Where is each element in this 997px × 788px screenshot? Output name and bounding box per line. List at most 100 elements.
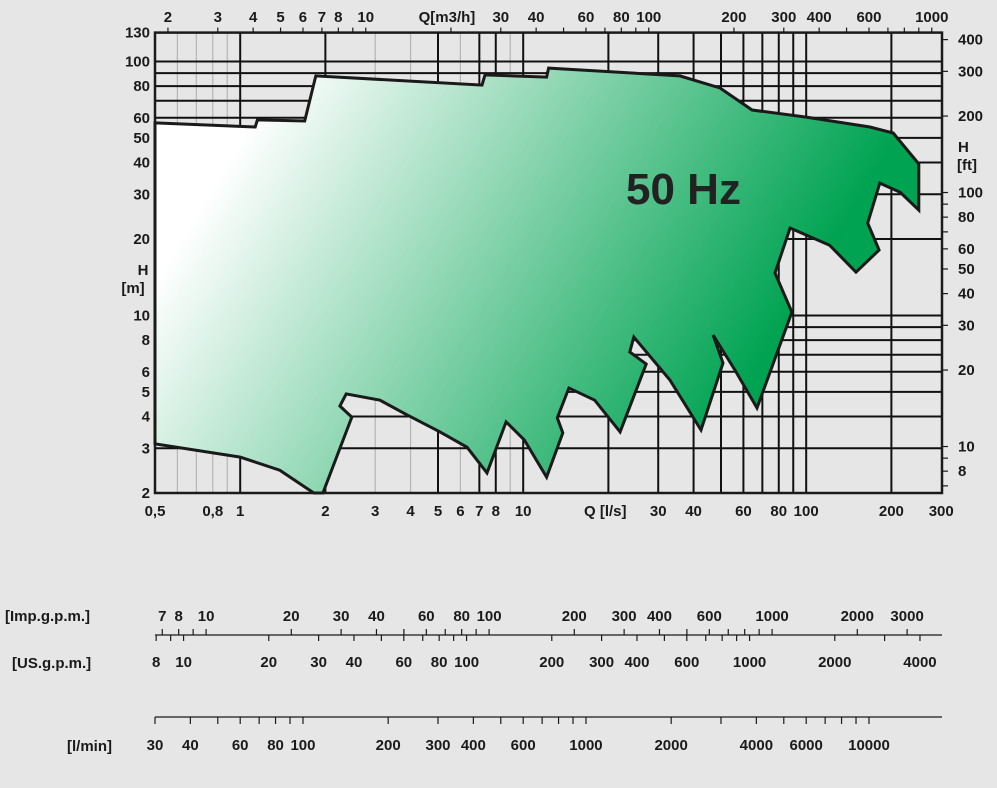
x-tick-label: 1 bbox=[236, 503, 244, 520]
y-right-tick-label: 50 bbox=[958, 261, 975, 278]
y-tick-label: 30 bbox=[133, 186, 150, 203]
y-right-tick-label: 8 bbox=[958, 463, 966, 480]
x-top-tick-label: 60 bbox=[578, 9, 595, 26]
x-top-tick-label: 400 bbox=[807, 9, 832, 26]
y-tick-label: 5 bbox=[142, 384, 150, 401]
us-gpm-label: 4000 bbox=[903, 654, 936, 671]
x-tick-label: 10 bbox=[515, 503, 532, 520]
x-top-tick-label: 300 bbox=[771, 9, 796, 26]
y-tick-label: 10 bbox=[133, 307, 150, 324]
lpm-label: 1000 bbox=[569, 737, 602, 754]
lpm-label: 60 bbox=[232, 737, 249, 754]
lpm-label: 200 bbox=[376, 737, 401, 754]
imp-gpm-label: 40 bbox=[368, 608, 385, 625]
y-tick-label: 8 bbox=[142, 332, 150, 349]
us-gpm-label: 200 bbox=[539, 654, 564, 671]
x-top-tick-label: 100 bbox=[636, 9, 661, 26]
lpm-label: 30 bbox=[147, 737, 164, 754]
lpm-title: [l/min] bbox=[67, 738, 112, 755]
imp-gpm-label: 1000 bbox=[755, 608, 788, 625]
y-tick-label: 40 bbox=[133, 155, 150, 172]
y-right-axis-title: H bbox=[958, 139, 969, 156]
y-right-tick-label: 400 bbox=[958, 32, 983, 49]
imp-gpm-label: 7 bbox=[158, 608, 166, 625]
us-gpm-label: 20 bbox=[260, 654, 277, 671]
y-tick-label: 6 bbox=[142, 364, 150, 381]
x-tick-label: 7 bbox=[475, 503, 483, 520]
x-top-tick-label: 40 bbox=[528, 9, 545, 26]
lpm-label: 600 bbox=[511, 737, 536, 754]
y-right-tick-label: 20 bbox=[958, 362, 975, 379]
x-tick-label: 200 bbox=[879, 503, 904, 520]
us-gpm-label: 400 bbox=[624, 654, 649, 671]
lpm-label: 40 bbox=[182, 737, 199, 754]
lpm-label: 10000 bbox=[848, 737, 890, 754]
us-gpm-label: 100 bbox=[454, 654, 479, 671]
y-right-tick-label: 60 bbox=[958, 241, 975, 258]
x-tick-label: 300 bbox=[929, 503, 954, 520]
y-tick-label: 50 bbox=[133, 130, 150, 147]
imp-gpm-label: 8 bbox=[174, 608, 182, 625]
x-axis-title: Q [l/s] bbox=[584, 503, 627, 520]
us-gpm-label: 40 bbox=[346, 654, 363, 671]
x-top-tick-label: 6 bbox=[299, 9, 307, 26]
lpm-label: 2000 bbox=[654, 737, 687, 754]
x-top-tick-label: 8 bbox=[334, 9, 342, 26]
y-tick-label: 20 bbox=[133, 231, 150, 248]
y-right-tick-label: 40 bbox=[958, 286, 975, 303]
x-top-axis-title: Q[m3/h] bbox=[419, 9, 476, 26]
x-tick-label: 8 bbox=[492, 503, 500, 520]
x-tick-label: 30 bbox=[650, 503, 667, 520]
x-top-tick-label: 1000 bbox=[915, 9, 948, 26]
y-tick-label: 130 bbox=[125, 25, 150, 42]
us-gpm-label: 600 bbox=[674, 654, 699, 671]
x-tick-label: 40 bbox=[685, 503, 702, 520]
y-right-tick-label: 10 bbox=[958, 439, 975, 456]
us-gpm-label: 80 bbox=[431, 654, 448, 671]
imp-gpm-title: [Imp.g.p.m.] bbox=[5, 608, 90, 625]
y-right-tick-label: 100 bbox=[958, 185, 983, 202]
y-tick-label: 3 bbox=[142, 440, 150, 457]
lpm-label: 300 bbox=[425, 737, 450, 754]
y-tick-label: 4 bbox=[142, 409, 151, 426]
x-tick-label: 80 bbox=[770, 503, 787, 520]
y-tick-label: 60 bbox=[133, 110, 150, 127]
imp-gpm-label: 600 bbox=[697, 608, 722, 625]
imp-gpm-label: 400 bbox=[647, 608, 672, 625]
lpm-label: 80 bbox=[267, 737, 284, 754]
y-right-tick-label: 200 bbox=[958, 108, 983, 125]
y-right-tick-label: 80 bbox=[958, 209, 975, 226]
imp-gpm-label: 3000 bbox=[890, 608, 923, 625]
y-tick-label: 80 bbox=[133, 78, 150, 95]
lpm-label: 100 bbox=[290, 737, 315, 754]
x-tick-label: 4 bbox=[406, 503, 415, 520]
imp-gpm-label: 30 bbox=[333, 608, 350, 625]
y-right-axis-unit: [ft] bbox=[957, 157, 977, 174]
x-tick-label: 60 bbox=[735, 503, 752, 520]
x-top-tick-label: 2 bbox=[164, 9, 172, 26]
x-top-tick-label: 7 bbox=[318, 9, 326, 26]
us-gpm-label: 2000 bbox=[818, 654, 851, 671]
performance-envelope bbox=[153, 66, 921, 495]
x-top-tick-label: 600 bbox=[856, 9, 881, 26]
us-gpm-label: 8 bbox=[152, 654, 160, 671]
x-tick-label: 0,8 bbox=[202, 503, 223, 520]
plot-border bbox=[153, 31, 944, 495]
us-gpm-label: 300 bbox=[589, 654, 614, 671]
x-top-tick-label: 3 bbox=[214, 9, 222, 26]
y-right-tick-label: 30 bbox=[958, 317, 975, 334]
x-top-tick-label: 10 bbox=[357, 9, 374, 26]
x-tick-label: 6 bbox=[456, 503, 464, 520]
imp-gpm-label: 300 bbox=[612, 608, 637, 625]
imp-gpm-label: 10 bbox=[198, 608, 215, 625]
y-axis-title: H bbox=[138, 262, 149, 279]
imp-gpm-label: 80 bbox=[453, 608, 470, 625]
lpm-label: 6000 bbox=[790, 737, 823, 754]
x-top-tick-label: 5 bbox=[276, 9, 284, 26]
x-top-tick-label: 30 bbox=[492, 9, 509, 26]
x-top-tick-label: 4 bbox=[249, 9, 258, 26]
lpm-label: 400 bbox=[461, 737, 486, 754]
y-tick-label: 100 bbox=[125, 53, 150, 70]
